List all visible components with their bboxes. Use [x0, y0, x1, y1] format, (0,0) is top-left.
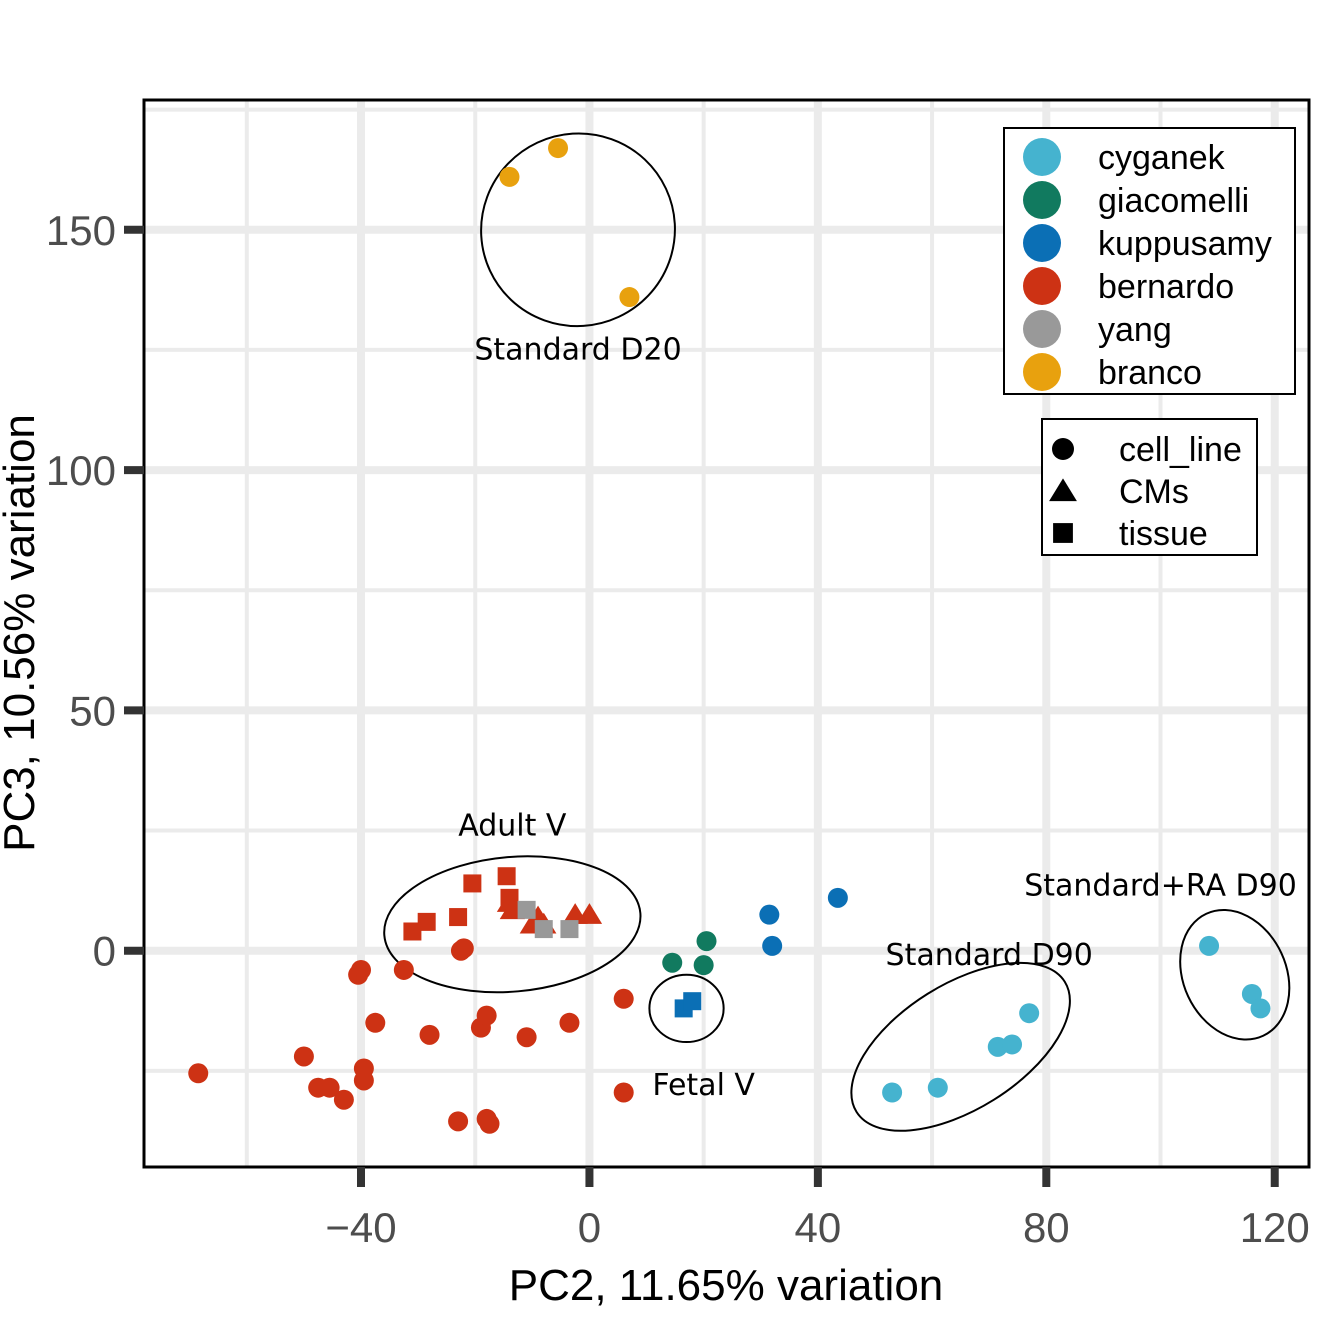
legend-label-branco: branco — [1098, 354, 1202, 392]
point-bernardo-circle — [353, 1070, 374, 1091]
point-kuppusamy-circle — [827, 887, 848, 908]
shape-legend-box — [1041, 418, 1258, 556]
cluster-label: Standard D90 — [886, 938, 1093, 973]
point-bernardo-square — [403, 922, 422, 941]
point-bernardo-triangle — [576, 903, 603, 924]
point-yang-square — [534, 920, 553, 939]
point-branco-circle — [548, 138, 569, 159]
point-bernardo-circle — [476, 1005, 497, 1026]
legend-key-cell_line — [1052, 438, 1074, 460]
point-bernardo-circle — [419, 1024, 440, 1045]
shape-legend: cell_line CMs tissue — [1041, 418, 1258, 556]
x-tick-label: 0 — [578, 1204, 601, 1251]
point-bernardo-circle — [479, 1113, 500, 1134]
legend-label-cell_line: cell_line — [1119, 431, 1242, 469]
point-cyganek-circle — [1002, 1034, 1023, 1055]
point-bernardo-circle — [516, 1027, 537, 1048]
y-tick-label: 0 — [93, 928, 116, 975]
x-axis-title: PC2, 11.65% variation — [509, 1261, 944, 1310]
plot-border — [142, 98, 1311, 1169]
legend-key-kuppusamy — [1023, 224, 1061, 262]
x-axis: −40 0 40 80 120 — [325, 1167, 1310, 1251]
cluster-ellipse — [648, 973, 725, 1044]
point-bernardo-circle — [448, 1111, 469, 1132]
x-tick-label: 120 — [1240, 1204, 1310, 1251]
cluster-ellipse — [1179, 909, 1291, 1041]
point-kuppusamy-circle — [759, 904, 780, 925]
point-cyganek-circle — [1241, 983, 1262, 1004]
cluster-label: Adult V — [458, 808, 567, 843]
point-yang-square — [560, 920, 579, 939]
point-bernardo-circle — [559, 1012, 580, 1033]
point-cyganek-circle — [1019, 1003, 1040, 1024]
point-cyganek-circle — [1250, 998, 1271, 1019]
point-giacomelli-circle — [662, 952, 683, 973]
point-bernardo-circle — [613, 1082, 634, 1103]
cluster-annotations: Standard D20 Adult V Fetal V Standard D90 St… — [383, 132, 1297, 1132]
point-bernardo-circle — [393, 959, 414, 980]
legend-key-tissue — [1053, 523, 1073, 543]
cluster-ellipse — [850, 961, 1071, 1132]
color-legend: cyganek giacomelli kuppusamy bernardo yang br… — [1003, 127, 1296, 395]
point-bernardo-circle — [365, 1012, 386, 1033]
point-bernardo-circle — [188, 1063, 209, 1084]
cluster-label: Fetal V — [652, 1068, 755, 1103]
point-bernardo-square — [463, 874, 482, 893]
legend-label-giacomelli: giacomelli — [1098, 182, 1249, 220]
point-kuppusamy-circle — [762, 935, 783, 956]
point-bernardo-circle — [613, 988, 634, 1009]
point-bernardo-circle — [319, 1077, 340, 1098]
point-giacomelli-circle — [693, 955, 714, 976]
point-bernardo-circle — [293, 1046, 314, 1067]
y-tick-label: 50 — [69, 687, 116, 734]
legend-key-bernardo — [1023, 267, 1061, 305]
legend-label-yang: yang — [1098, 311, 1172, 349]
legend-label-kuppusamy: kuppusamy — [1098, 225, 1272, 263]
legend-label-cyganek: cyganek — [1098, 139, 1226, 177]
data-points — [188, 138, 1271, 1134]
legend-key-CMs — [1049, 478, 1077, 502]
point-bernardo-square — [497, 867, 516, 886]
x-tick-label: 40 — [795, 1204, 842, 1251]
cluster-ellipse — [480, 132, 676, 328]
point-giacomelli-circle — [696, 931, 717, 952]
y-axis-title: PC3, 10.56% variation — [0, 414, 44, 852]
legend-key-giacomelli — [1023, 181, 1061, 219]
y-tick-label: 100 — [46, 447, 116, 494]
point-branco-circle — [619, 287, 640, 308]
cluster-ellipse — [383, 855, 642, 994]
legend-label-bernardo: bernardo — [1098, 268, 1234, 306]
legend-label-CMs: CMs — [1119, 473, 1189, 511]
point-bernardo-square — [417, 912, 436, 931]
point-bernardo-circle — [333, 1089, 354, 1110]
legend-key-yang — [1023, 310, 1061, 348]
point-cyganek-circle — [1199, 935, 1220, 956]
point-bernardo-circle — [453, 938, 474, 959]
y-tick-label: 150 — [46, 207, 116, 254]
cluster-label: Standard D20 — [474, 333, 681, 368]
legend-label-tissue: tissue — [1119, 515, 1208, 553]
point-cyganek-circle — [927, 1077, 948, 1098]
legend-key-branco — [1023, 353, 1061, 391]
x-tick-label: −40 — [325, 1204, 396, 1251]
x-tick-label: 80 — [1023, 1204, 1070, 1251]
point-bernardo-circle — [348, 964, 369, 985]
legend-key-cyganek — [1023, 138, 1061, 176]
point-branco-circle — [499, 166, 520, 187]
y-axis: 0 50 100 150 — [46, 207, 144, 975]
point-cyganek-circle — [882, 1082, 903, 1103]
point-bernardo-square — [449, 908, 468, 927]
point-yang-square — [517, 900, 536, 919]
cluster-label: Standard+RA D90 — [1024, 868, 1297, 903]
point-kuppusamy-square — [683, 992, 702, 1011]
